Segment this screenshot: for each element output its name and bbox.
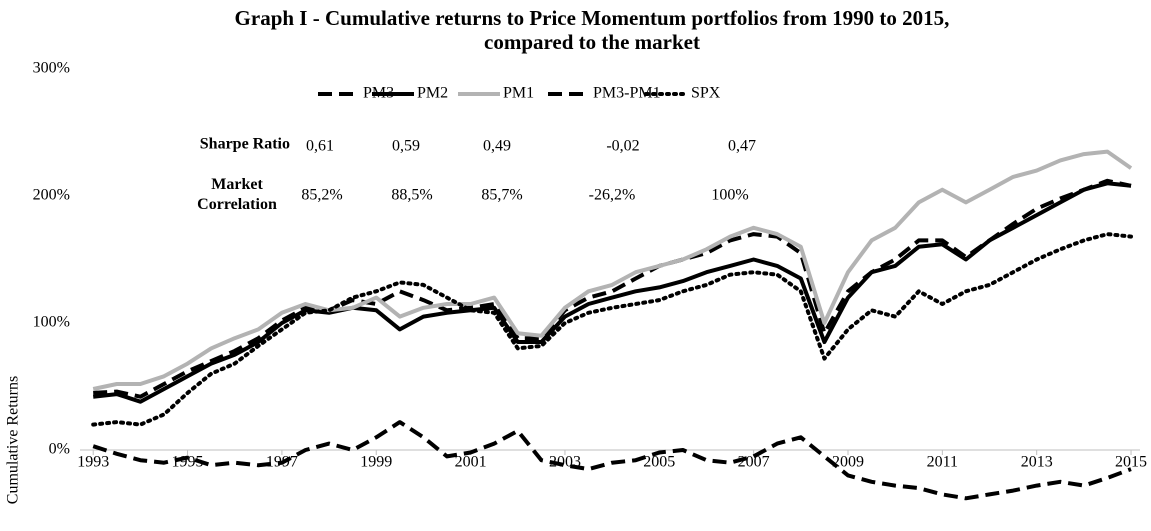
stats-value: -0,02	[606, 138, 639, 155]
x-tick-label: 2013	[1021, 454, 1053, 471]
x-tick-label: 1999	[360, 454, 392, 471]
series-line	[93, 178, 1132, 399]
stats-row-label: Market Correlation	[197, 176, 277, 213]
stats-value: 0,49	[483, 138, 511, 155]
stats-value: 0,47	[728, 138, 756, 155]
legend-label: PM1	[503, 85, 534, 102]
stats-value: -26,2%	[589, 187, 636, 204]
legend-label: SPX	[691, 85, 721, 102]
y-tick-label: 200%	[33, 187, 70, 204]
x-tick-label: 2005	[643, 454, 675, 471]
stats-row-label: Sharpe Ratio	[200, 136, 290, 153]
legend-label: PM2	[417, 85, 448, 102]
series-line	[92, 420, 1132, 501]
chart-title: Graph I - Cumulative returns to Price Mo…	[235, 6, 950, 30]
stats-value: 0,61	[306, 138, 334, 155]
series-line	[92, 149, 1133, 391]
y-tick-label: 0%	[49, 441, 70, 458]
y-axis-label: Cumulative Returns	[5, 376, 22, 504]
x-tick-label: 2015	[1115, 454, 1147, 471]
x-tick-label: 2009	[832, 454, 864, 471]
series-line	[92, 181, 1132, 404]
series-line	[91, 232, 1133, 427]
x-tick-label: 2001	[455, 454, 487, 471]
stats-value: 85,7%	[481, 187, 522, 204]
stats-value: 100%	[711, 187, 748, 204]
y-tick-label: 300%	[33, 60, 70, 77]
x-tick-label: 1993	[77, 454, 109, 471]
stats-value: 88,5%	[391, 187, 432, 204]
stats-value: 0,59	[392, 138, 420, 155]
legend-label: PM3-PM1	[593, 85, 661, 102]
y-tick-label: 100%	[33, 314, 70, 331]
chart-subtitle: compared to the market	[484, 30, 700, 54]
x-tick-label: 2011	[927, 454, 958, 471]
stats-value: 85,2%	[301, 187, 342, 204]
